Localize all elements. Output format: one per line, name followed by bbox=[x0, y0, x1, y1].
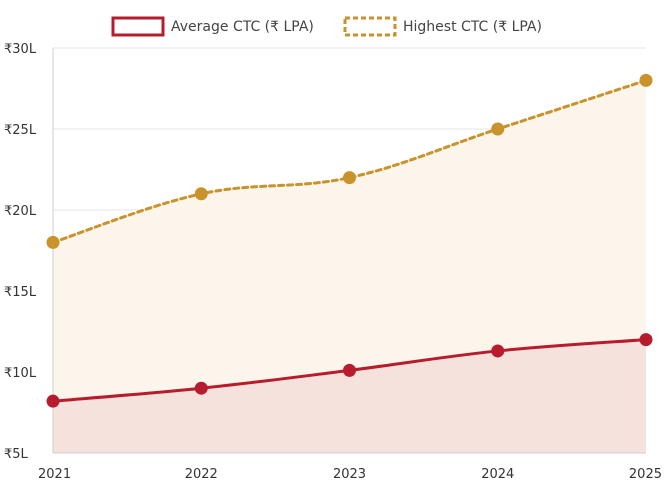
x-tick-label: 2022 bbox=[185, 467, 218, 482]
point-average-ctc-2023[interactable] bbox=[343, 363, 356, 377]
point-average-ctc-2022[interactable] bbox=[194, 381, 208, 395]
data-points bbox=[46, 73, 653, 408]
y-tick-label: ₹20L bbox=[4, 204, 37, 219]
legend-swatch-average[interactable] bbox=[111, 16, 165, 37]
legend[interactable]: Average CTC (₹ LPA) Highest CTC (₹ LPA) bbox=[111, 16, 542, 37]
x-tick-label: 2021 bbox=[38, 467, 71, 482]
point-average-ctc-2021[interactable] bbox=[46, 394, 60, 408]
point-highest-ctc-2021[interactable] bbox=[46, 235, 60, 249]
y-tick-label: ₹10L bbox=[4, 366, 37, 381]
area-fills bbox=[53, 80, 646, 454]
x-tick-label: 2025 bbox=[629, 467, 662, 482]
x-tick-label: 2024 bbox=[481, 467, 514, 482]
y-tick-label: ₹15L bbox=[4, 285, 37, 300]
point-highest-ctc-2025[interactable] bbox=[639, 73, 653, 87]
legend-swatch-highest[interactable] bbox=[343, 16, 397, 37]
point-average-ctc-2025[interactable] bbox=[639, 333, 653, 347]
x-tick-labels: 2021 2022 2023 2024 2025 bbox=[38, 467, 662, 482]
area-average-ctc bbox=[53, 339, 646, 453]
point-highest-ctc-2024[interactable] bbox=[491, 122, 505, 136]
y-tick-label: ₹25L bbox=[4, 123, 37, 138]
y-tick-labels: ₹5L ₹10L ₹15L ₹20L ₹25L ₹30L bbox=[4, 42, 37, 462]
y-tick-label: ₹30L bbox=[4, 42, 37, 57]
axes bbox=[52, 48, 646, 454]
x-tick-label: 2023 bbox=[333, 467, 366, 482]
y-tick-label: ₹5L bbox=[4, 447, 29, 462]
legend-label-highest[interactable]: Highest CTC (₹ LPA) bbox=[403, 19, 542, 35]
point-highest-ctc-2022[interactable] bbox=[194, 187, 208, 201]
point-average-ctc-2024[interactable] bbox=[491, 344, 505, 358]
point-highest-ctc-2023[interactable] bbox=[343, 171, 356, 185]
legend-label-average[interactable]: Average CTC (₹ LPA) bbox=[171, 19, 314, 35]
